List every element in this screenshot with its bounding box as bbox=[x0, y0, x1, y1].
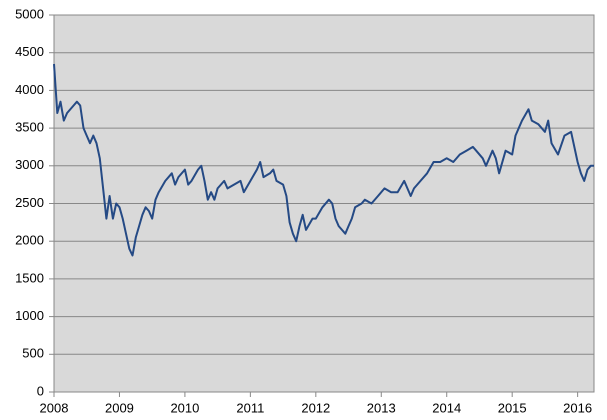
x-tick-label: 2009 bbox=[105, 400, 134, 415]
y-tick-label: 4000 bbox=[15, 82, 44, 97]
y-tick-label: 1500 bbox=[15, 270, 44, 285]
y-tick-label: 1000 bbox=[15, 308, 44, 323]
x-tick-label: 2013 bbox=[367, 400, 396, 415]
x-tick-label: 2014 bbox=[432, 400, 461, 415]
y-tick-label: 500 bbox=[22, 346, 44, 361]
y-tick-label: 2000 bbox=[15, 233, 44, 248]
x-tick-label: 2012 bbox=[301, 400, 330, 415]
y-tick-label: 3500 bbox=[15, 120, 44, 135]
y-tick-label: 4500 bbox=[15, 44, 44, 59]
x-tick-label: 2008 bbox=[40, 400, 69, 415]
line-series bbox=[53, 63, 594, 257]
y-tick-label: 2500 bbox=[15, 195, 44, 210]
x-tick-label: 2016 bbox=[563, 400, 592, 415]
y-tick-label: 0 bbox=[37, 383, 44, 398]
x-tick-label: 2010 bbox=[170, 400, 199, 415]
x-tick-label: 2015 bbox=[498, 400, 527, 415]
y-tick-label: 5000 bbox=[15, 6, 44, 21]
x-tick-label: 2011 bbox=[236, 400, 264, 415]
y-tick-label: 3000 bbox=[15, 157, 44, 172]
